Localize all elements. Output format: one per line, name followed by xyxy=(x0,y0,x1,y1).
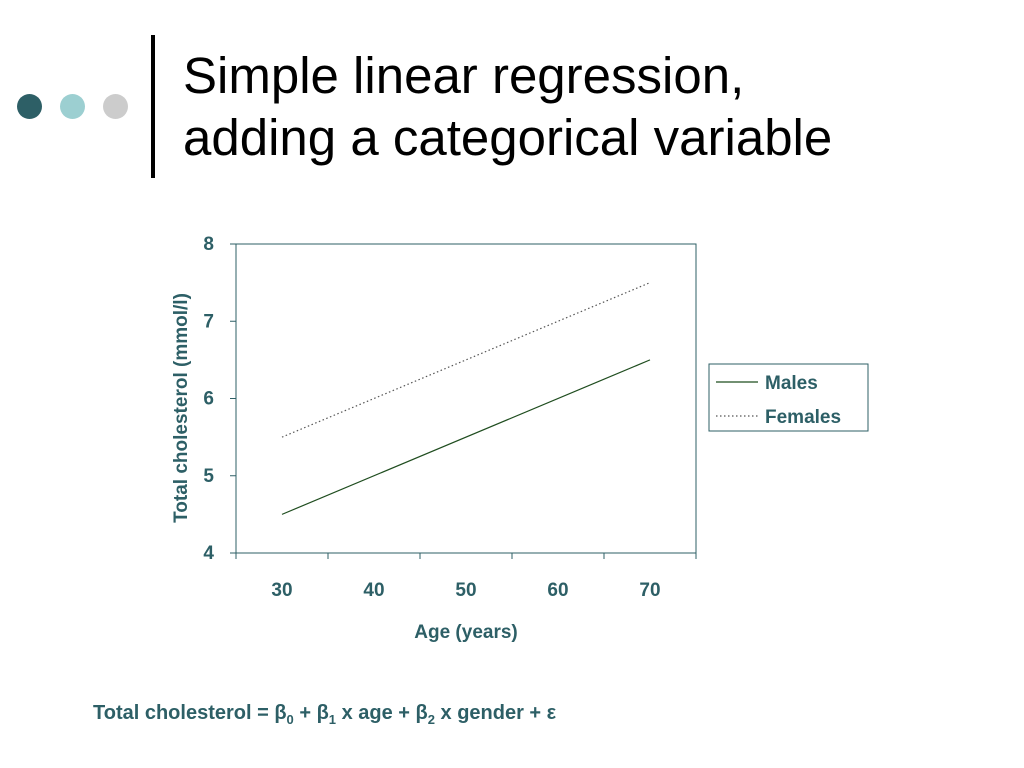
y-tick-label: 5 xyxy=(203,466,214,487)
slide-title-line-2: adding a categorical variable xyxy=(183,109,833,166)
series-line-females xyxy=(281,282,651,438)
decor-dot-grey xyxy=(103,94,128,119)
x-tick-label: 70 xyxy=(639,580,660,601)
y-tick-label: 6 xyxy=(203,389,214,410)
title-divider xyxy=(151,35,155,178)
chart-axes: 4 5 6 7 8 30 40 50 60 70 xyxy=(203,234,697,601)
x-axis-label: Age (years) xyxy=(414,622,518,643)
chart-legend: Males Females xyxy=(708,363,869,432)
formula-term-1: + β xyxy=(293,702,329,724)
regression-chart: 4 5 6 7 8 30 40 50 60 70 Total cholesterol (mmol/… xyxy=(171,234,869,643)
legend-label-females: Females xyxy=(765,407,841,428)
slide-title: Simple linear regression, adding a categ… xyxy=(183,45,832,169)
y-axis-label: Total cholesterol (mmol/l) xyxy=(171,293,192,523)
x-tick-label: 50 xyxy=(455,580,476,601)
y-tick-label: 4 xyxy=(203,543,214,564)
formula-term-2: x age + β xyxy=(336,702,428,724)
y-tick-label: 8 xyxy=(203,234,214,255)
regression-formula: Total cholesterol = β0 + β1 x age + β2 x… xyxy=(93,702,556,727)
legend-frame xyxy=(708,363,869,432)
y-tick-label: 7 xyxy=(203,311,214,332)
formula-term-3: x gender + ε xyxy=(434,702,557,724)
decor-dot-light xyxy=(60,94,85,119)
series-line-males xyxy=(281,359,651,515)
plot-area-frame xyxy=(235,243,697,554)
formula-beta2-subscript: 2 xyxy=(427,712,435,727)
x-tick-label: 30 xyxy=(271,580,292,601)
slide-title-line-1: Simple linear regression, xyxy=(183,47,745,104)
formula-beta0-subscript: 0 xyxy=(286,712,294,727)
formula-lhs: Total cholesterol = β xyxy=(93,702,287,724)
legend-label-males: Males xyxy=(765,373,818,394)
decor-dot-dark xyxy=(17,94,42,119)
chart-series xyxy=(281,282,651,515)
x-tick-label: 60 xyxy=(547,580,568,601)
formula-beta1-subscript: 1 xyxy=(328,712,337,727)
x-tick-label: 40 xyxy=(363,580,384,601)
